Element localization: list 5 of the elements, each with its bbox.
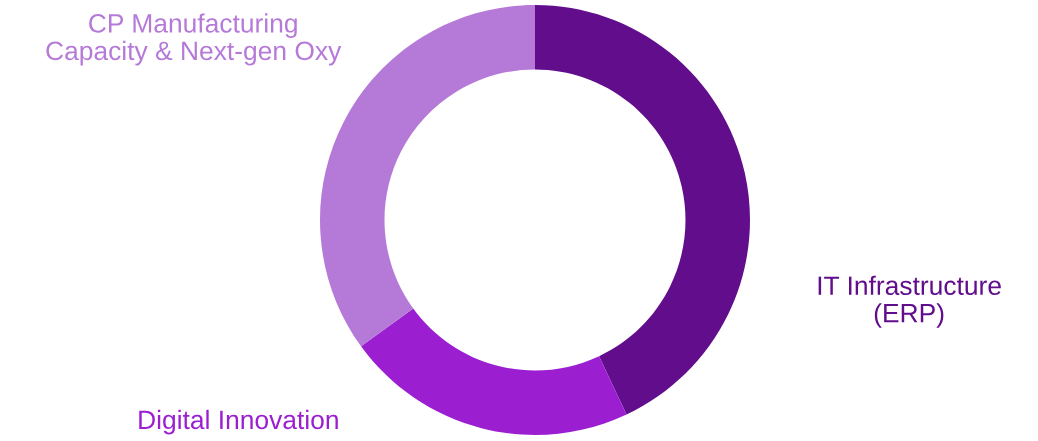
donut-slice	[535, 5, 750, 415]
donut-slice	[361, 308, 627, 435]
slice-label: Digital Innovation	[139, 409, 338, 435]
slice-label: IT Infrastructure (ERP)	[818, 275, 1001, 328]
slice-label: CP Manufacturing Capacity & Next-gen Oxy	[46, 13, 342, 66]
